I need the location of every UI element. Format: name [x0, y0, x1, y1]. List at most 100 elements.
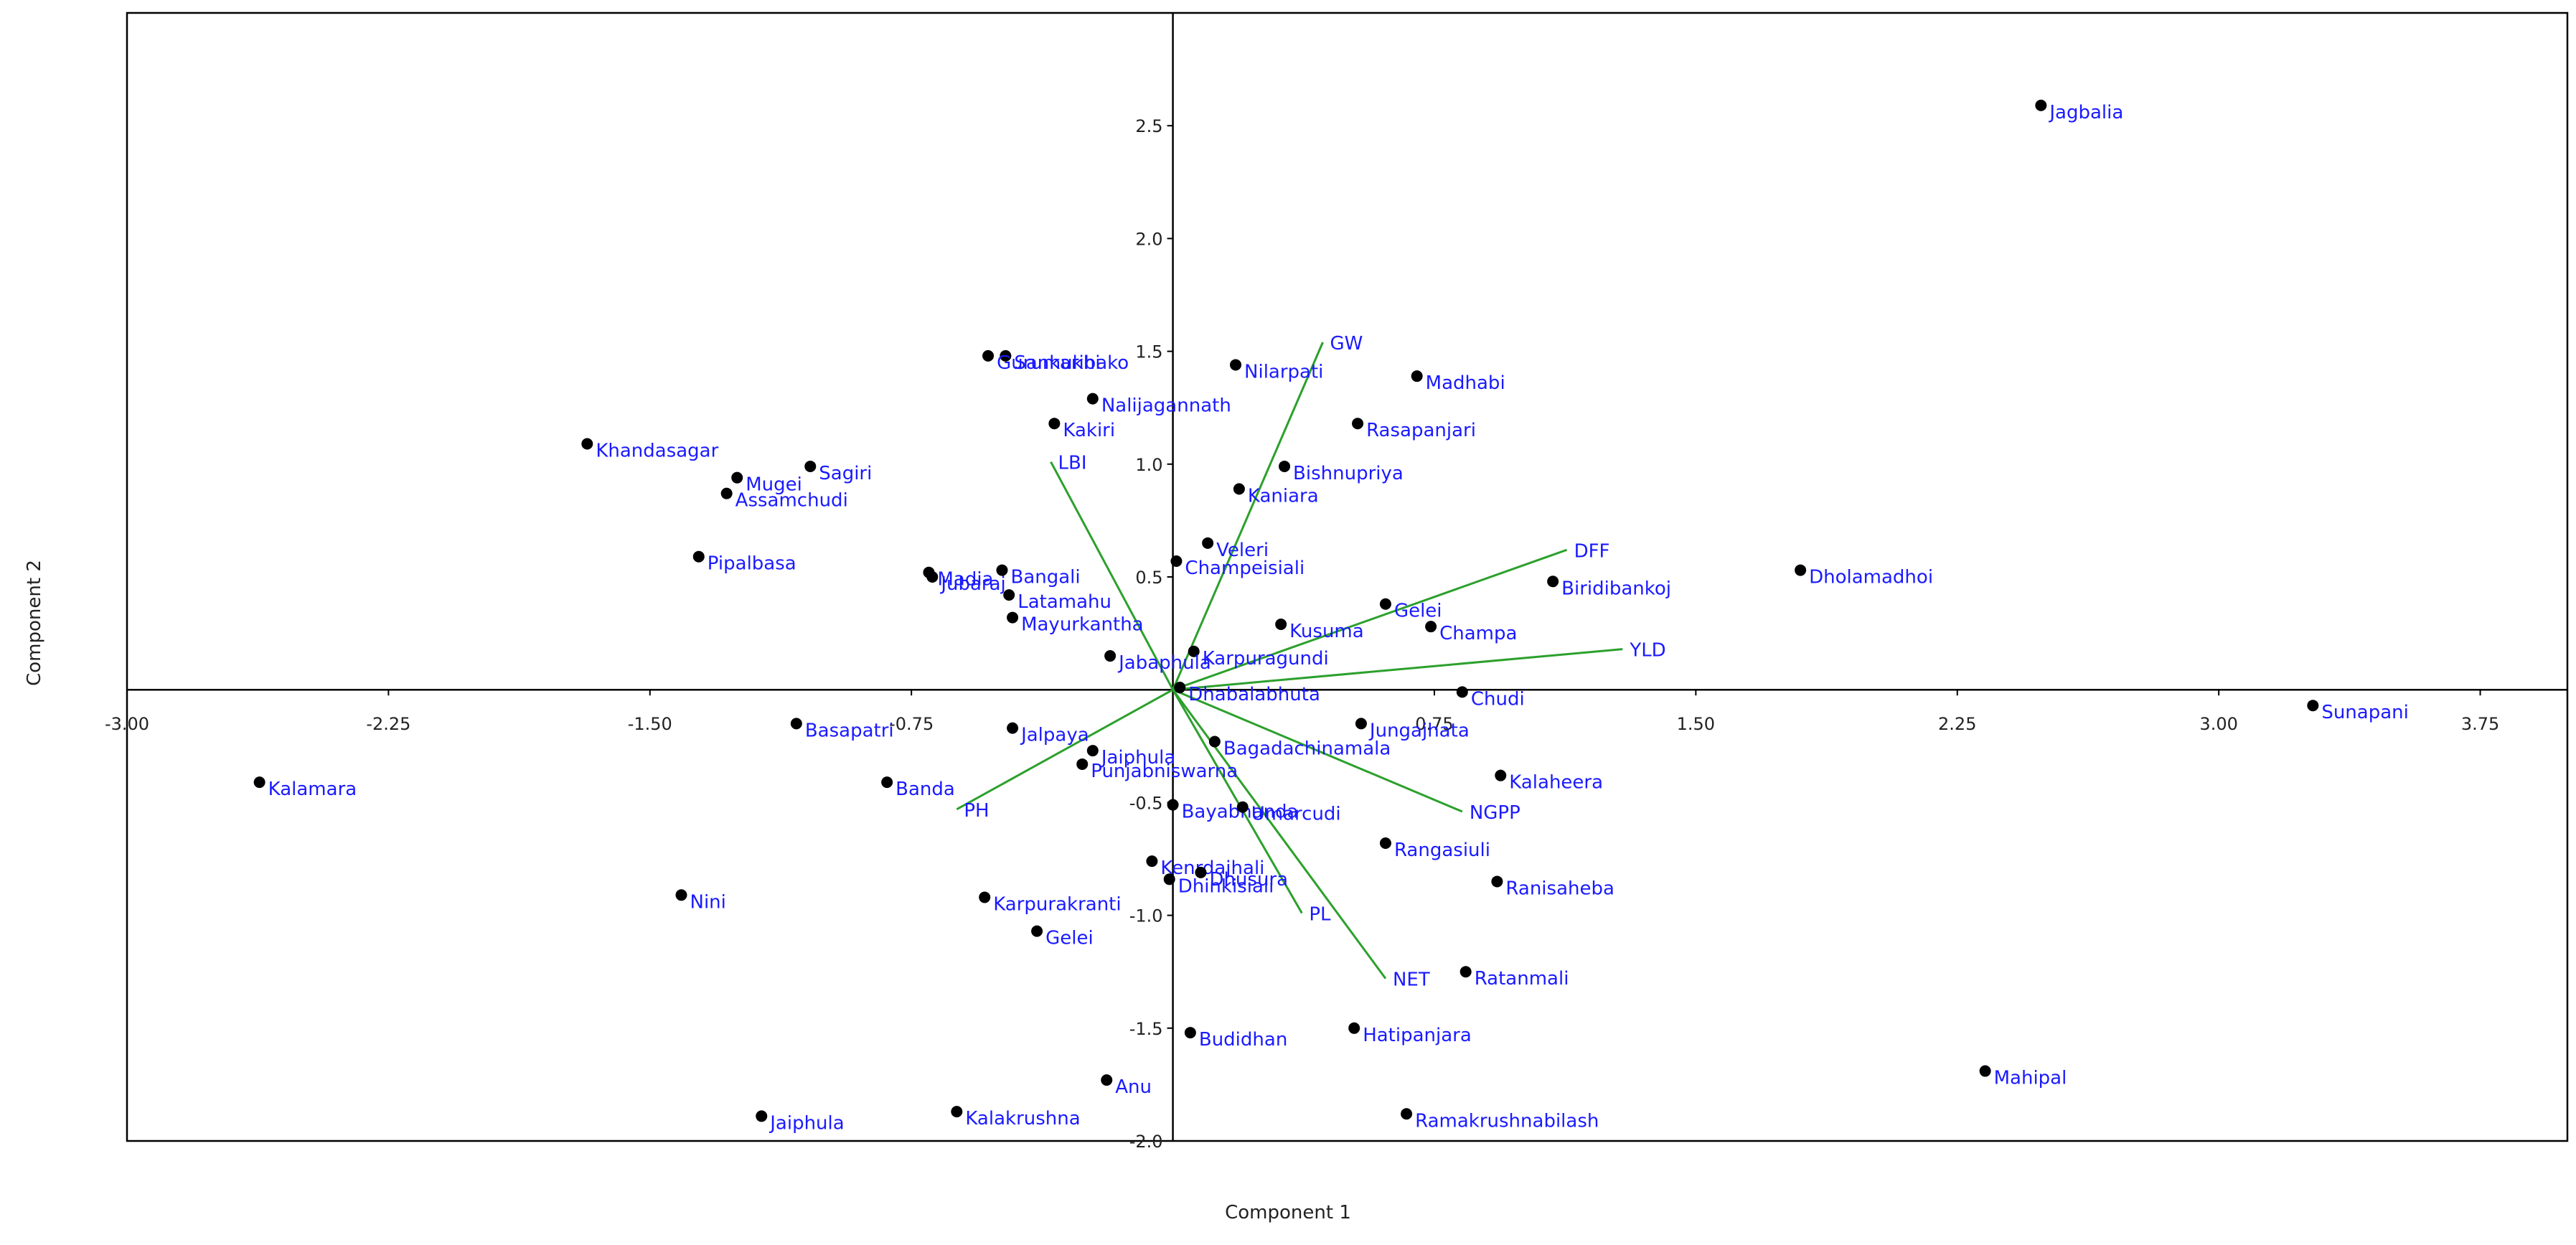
data-point — [1279, 460, 1291, 472]
y-tick-label: 1.5 — [1135, 342, 1162, 362]
point-label: Mahipal — [1994, 1068, 2067, 1089]
point-label: Nilarpati — [1244, 361, 1323, 382]
vector-dff — [1172, 548, 1568, 691]
y-tick-label: 2.5 — [1135, 116, 1162, 136]
data-point — [1184, 1027, 1196, 1039]
point-label: Dhinkisiali — [1178, 875, 1274, 897]
point-label: Umarcudi — [1251, 804, 1341, 825]
point-label: Kakiri — [1063, 420, 1115, 441]
data-point — [1104, 650, 1117, 662]
x-axis-title: Component 1 — [1225, 1202, 1351, 1223]
point-label: Latamahu — [1017, 591, 1111, 613]
point-label: Nalijagannath — [1101, 395, 1231, 417]
point-label: Gurumukhi — [997, 352, 1100, 374]
y-tick-label: 0.5 — [1135, 568, 1162, 588]
data-point — [1230, 359, 1242, 371]
point-label: Champeisiali — [1185, 558, 1305, 579]
point-label: Bishnupriya — [1293, 463, 1404, 484]
data-point — [1547, 575, 1559, 588]
point-label: Sunapani — [2321, 702, 2409, 723]
vector-label: PL — [1309, 903, 1331, 925]
data-point — [1233, 483, 1245, 495]
point-label: Veleri — [1216, 540, 1269, 561]
data-point — [756, 1110, 768, 1122]
vector-label: DFF — [1574, 540, 1610, 562]
point-label: Pipalbasa — [708, 553, 796, 575]
point-label: Karpuragundi — [1203, 648, 1329, 670]
loading-vectors: GW LBI DFF YLD NGPP PL NET PH — [956, 333, 1666, 991]
x-tick-label: -0.75 — [889, 714, 934, 734]
point-label: Hatipanjara — [1363, 1025, 1472, 1046]
y-axis-title: Component 2 — [24, 560, 45, 686]
point-label: Kenrdajhali — [1160, 858, 1264, 879]
data-point — [1495, 769, 1507, 781]
data-point — [731, 471, 743, 484]
tick-labels: -3.00 -2.25 -1.50 -0.75 0.75 1.50 2.25 3.00 3.75… — [105, 116, 2499, 1152]
point-label: Gelei — [1394, 601, 1442, 622]
x-tick-label: -1.50 — [628, 714, 672, 734]
data-point — [1208, 736, 1221, 748]
point-label: Kalakrushna — [965, 1108, 1080, 1129]
x-tick-label: -3.00 — [105, 714, 149, 734]
y-tick-label: -0.5 — [1129, 793, 1163, 813]
point-label: Sagiri — [819, 463, 872, 484]
data-point — [1401, 1108, 1413, 1120]
y-tick-label: -2.0 — [1129, 1132, 1163, 1152]
point-label: Madia — [937, 569, 993, 591]
data-point — [720, 487, 733, 499]
point-label: Dholamadhoi — [1809, 567, 1933, 588]
vector-label: NET — [1393, 969, 1430, 991]
data-point — [1031, 925, 1043, 937]
point-label: Anu — [1115, 1076, 1152, 1098]
point-label: Banda — [896, 779, 955, 800]
data-point — [1348, 1022, 1360, 1034]
vector-label: PH — [964, 800, 989, 822]
point-label: Assamchudi — [735, 490, 848, 512]
x-tick-label: 0.75 — [1415, 714, 1453, 734]
point-label: Biridibankoj — [1561, 578, 1671, 599]
point-label: Gelei — [1045, 928, 1094, 949]
point-label: Bangali — [1011, 567, 1081, 588]
point-label: Kaniara — [1248, 485, 1319, 507]
point-label: Dhabalabhuta — [1188, 684, 1320, 705]
point-label: Ramakrushnabilash — [1415, 1110, 1599, 1132]
data-point — [1101, 1074, 1113, 1086]
data-point — [926, 571, 939, 583]
point-label: Rasapanjari — [1366, 420, 1476, 441]
data-points: Jagbalia Sunapani Mahipal Dholamadhoi Biridi… — [253, 99, 2409, 1134]
data-point — [1003, 589, 1015, 601]
point-label: Jabaphula — [1117, 652, 1211, 674]
point-label: Ranisaheba — [1505, 878, 1614, 899]
data-point — [253, 776, 265, 789]
data-point — [1379, 837, 1391, 849]
point-label: Khandasagar — [596, 441, 718, 462]
plot-border — [126, 11, 2569, 1142]
data-point — [1979, 1065, 1991, 1077]
data-point — [1086, 745, 1099, 757]
data-point — [1174, 682, 1186, 694]
data-point — [581, 438, 593, 450]
point-label: Champa — [1439, 623, 1517, 644]
data-point — [996, 564, 1008, 576]
data-point — [1459, 966, 1472, 978]
point-label: Budidhan — [1199, 1029, 1287, 1051]
x-tick-label: -2.25 — [366, 714, 410, 734]
point-label: Basapatri — [805, 720, 894, 741]
point-label: Rangasiuli — [1394, 840, 1490, 861]
point-label: Nini — [690, 891, 726, 913]
vector-ph — [956, 688, 1174, 811]
data-point — [1188, 645, 1200, 657]
vector-yld — [1172, 648, 1623, 691]
point-label: Jaiphula — [1100, 747, 1175, 769]
vector-ngpp — [1172, 688, 1463, 813]
vector-pl — [1172, 689, 1303, 914]
data-point — [1170, 555, 1183, 567]
data-point — [1146, 855, 1158, 868]
data-point — [1236, 801, 1249, 813]
data-point — [951, 1106, 963, 1118]
axes — [127, 13, 2567, 1141]
point-label: Chudi — [1471, 688, 1525, 710]
data-point — [1275, 619, 1287, 631]
point-label: Kusuma — [1289, 621, 1364, 642]
